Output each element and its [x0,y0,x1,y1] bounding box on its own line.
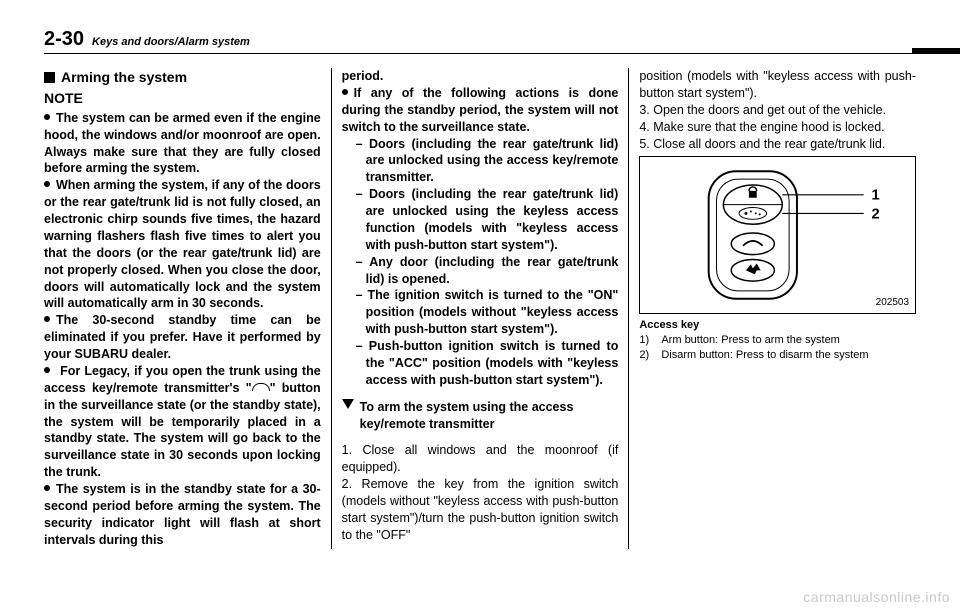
section-title: Keys and doors/Alarm system [92,36,250,48]
step-item: 1. Close all windows and the moonroof (i… [342,442,619,476]
caption-item: 2)Disarm button: Press to disarm the sys… [639,348,916,363]
dash-item: – Push-button ignition switch is turned … [356,338,619,389]
procedure-heading: To arm the system using the access key/r… [342,399,619,433]
bullet-item: The 30-second standby time can be elimin… [44,312,321,363]
note-bullets: The system can be armed even if the engi… [44,110,321,549]
bullet-item: For Legacy, if you open the trunk using … [44,363,321,481]
caption-item: 1)Arm button: Press to arm the system [639,333,916,348]
column-1: Arming the system NOTE The system can be… [44,68,331,549]
numbered-steps-cont: position (models with "keyless access wi… [639,68,916,152]
key-fob-illustration: 1 2 [640,157,915,313]
bullet-item: If any of the following actions is done … [342,85,619,136]
dash-item: – Any door (including the rear gate/trun… [356,254,619,288]
note-bullets-cont: period. If any of the following actions … [342,68,619,389]
note-label: NOTE [44,89,321,108]
continuation-text: period. [342,68,619,85]
watermark: carmanualsonline.info [803,589,950,605]
bullet-item: When arming the system, if any of the do… [44,177,321,312]
bullet-item: The system can be armed even if the engi… [44,110,321,178]
trunk-icon [252,383,270,391]
step-item: 4. Make sure that the engine hood is loc… [639,119,916,136]
dash-item: – Doors (including the rear gate/trunk l… [356,186,619,254]
figure-caption: Access key 1)Arm button: Press to arm th… [639,318,916,363]
numbered-steps: 1. Close all windows and the moonroof (i… [342,442,619,543]
dash-item: – The ignition switch is turned to the "… [356,287,619,338]
step-item: 3. Open the doors and get out of the veh… [639,102,916,119]
bullet-item: The system is in the standby state for a… [44,481,321,549]
triangle-down-icon [342,399,354,409]
caption-list: 1)Arm button: Press to arm the system 2)… [639,333,916,363]
content-columns: Arming the system NOTE The system can be… [44,68,916,549]
page-number: 2-30 [44,28,84,51]
caption-title: Access key [639,318,916,333]
dash-item: – Doors (including the rear gate/trunk l… [356,136,619,187]
subsection-heading: Arming the system [44,68,321,87]
step-item: 5. Close all doors and the rear gate/tru… [639,136,916,153]
column-3: position (models with "keyless access wi… [628,68,916,549]
page-header: 2-30 Keys and doors/Alarm system [44,28,916,54]
key-figure: 1 2 202503 [639,156,916,314]
column-2: period. If any of the following actions … [331,68,629,549]
callout-1: 1 [872,188,880,204]
callout-2: 2 [872,207,880,223]
square-bullet-icon [44,72,55,83]
figure-id: 202503 [876,296,909,310]
step-item: 2. Remove the key from the ignition swit… [342,476,619,544]
continuation-text: position (models with "keyless access wi… [639,68,916,102]
